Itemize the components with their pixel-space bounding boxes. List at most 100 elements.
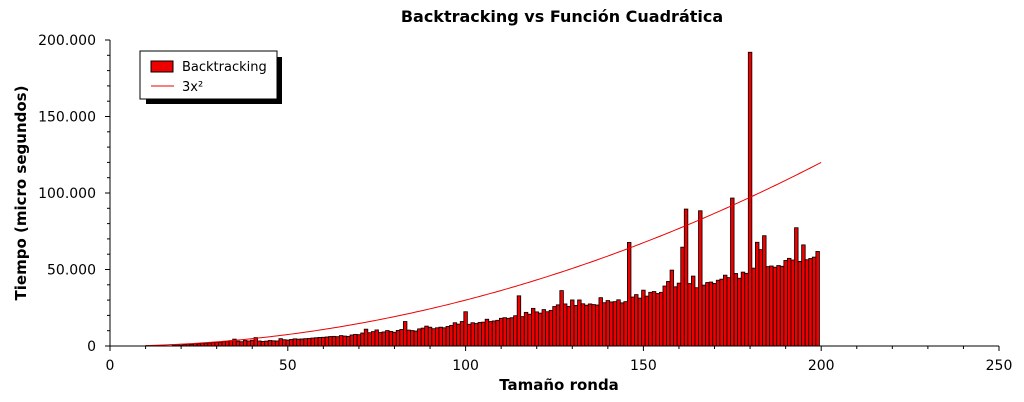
bar <box>530 307 536 347</box>
bar <box>719 278 724 347</box>
bar <box>602 302 607 347</box>
bar <box>274 340 280 347</box>
bar <box>395 329 401 347</box>
bar <box>804 259 810 347</box>
bar <box>292 338 298 347</box>
bar <box>331 335 337 347</box>
bar <box>634 294 639 347</box>
bar <box>616 299 621 347</box>
bar <box>370 331 376 347</box>
bar <box>328 336 333 347</box>
bar <box>562 303 568 347</box>
bar <box>577 299 582 347</box>
bar <box>303 338 308 347</box>
bar <box>666 281 671 347</box>
bar <box>438 326 443 347</box>
bar <box>363 328 369 347</box>
bar <box>808 258 813 347</box>
bar <box>527 313 532 347</box>
bar <box>580 303 586 347</box>
bar <box>609 301 614 347</box>
bar <box>655 293 660 347</box>
bar <box>783 260 788 347</box>
bar <box>587 303 593 347</box>
bar <box>470 322 475 347</box>
bar <box>715 279 721 347</box>
bar <box>431 328 436 347</box>
bar <box>506 317 511 347</box>
bar <box>570 299 575 347</box>
bar <box>648 291 653 347</box>
bar <box>502 317 507 347</box>
bar <box>221 341 226 347</box>
bar <box>794 227 799 347</box>
bar <box>662 285 667 347</box>
bar <box>360 332 365 347</box>
bar <box>491 320 497 347</box>
bar <box>701 284 707 347</box>
bar <box>762 235 767 347</box>
bar <box>282 339 287 347</box>
bar <box>644 295 650 347</box>
y-tick-label: 50.000 <box>47 263 96 279</box>
bar <box>534 311 539 347</box>
bar <box>776 265 781 347</box>
x-tick-label: 250 <box>986 358 1013 374</box>
bar <box>520 316 525 347</box>
bar <box>811 256 817 347</box>
bar <box>257 340 262 347</box>
bar <box>477 322 483 347</box>
bar <box>424 325 429 347</box>
bar <box>698 210 703 347</box>
bar <box>612 301 618 347</box>
bar <box>342 335 347 347</box>
x-tick-label: 0 <box>106 358 115 374</box>
bar <box>250 339 255 347</box>
y-axis-title: Tiempo (micro segundos) <box>12 86 30 301</box>
bar <box>733 273 739 347</box>
bar <box>790 259 795 347</box>
bar <box>353 333 358 347</box>
bar <box>605 300 611 347</box>
bar <box>538 312 543 347</box>
bar <box>552 306 557 347</box>
bar <box>442 327 447 347</box>
bar <box>299 338 305 347</box>
bar <box>417 328 422 347</box>
bar <box>356 334 362 347</box>
x-tick-label: 150 <box>630 358 657 374</box>
bar <box>228 340 234 347</box>
bar <box>463 311 468 347</box>
x-axis-ticks: 0 50 100 150 200 250 <box>106 346 1013 374</box>
bar <box>769 265 774 347</box>
bar <box>815 251 820 347</box>
bar <box>669 269 675 347</box>
y-tick-label: 100.000 <box>38 186 96 202</box>
bar <box>779 265 785 347</box>
bar <box>420 327 426 347</box>
legend-label-quadratic: 3x² <box>182 80 203 95</box>
bar <box>484 318 490 347</box>
legend-box <box>139 50 278 100</box>
bar <box>747 51 753 347</box>
bar <box>367 332 372 347</box>
bar <box>456 323 461 347</box>
bar <box>481 321 486 347</box>
bar <box>278 338 283 347</box>
bar <box>285 339 290 347</box>
bar <box>516 295 522 347</box>
bar <box>573 305 579 347</box>
bar <box>378 332 383 347</box>
bar <box>691 275 696 347</box>
bar <box>673 286 678 347</box>
bar <box>641 289 646 347</box>
bar <box>687 283 692 347</box>
bar <box>744 272 749 347</box>
bar <box>801 244 806 347</box>
bar <box>548 309 554 347</box>
bar <box>591 304 596 347</box>
bar <box>495 319 500 347</box>
bar <box>751 267 756 347</box>
bar <box>335 336 340 347</box>
bar <box>314 337 319 347</box>
